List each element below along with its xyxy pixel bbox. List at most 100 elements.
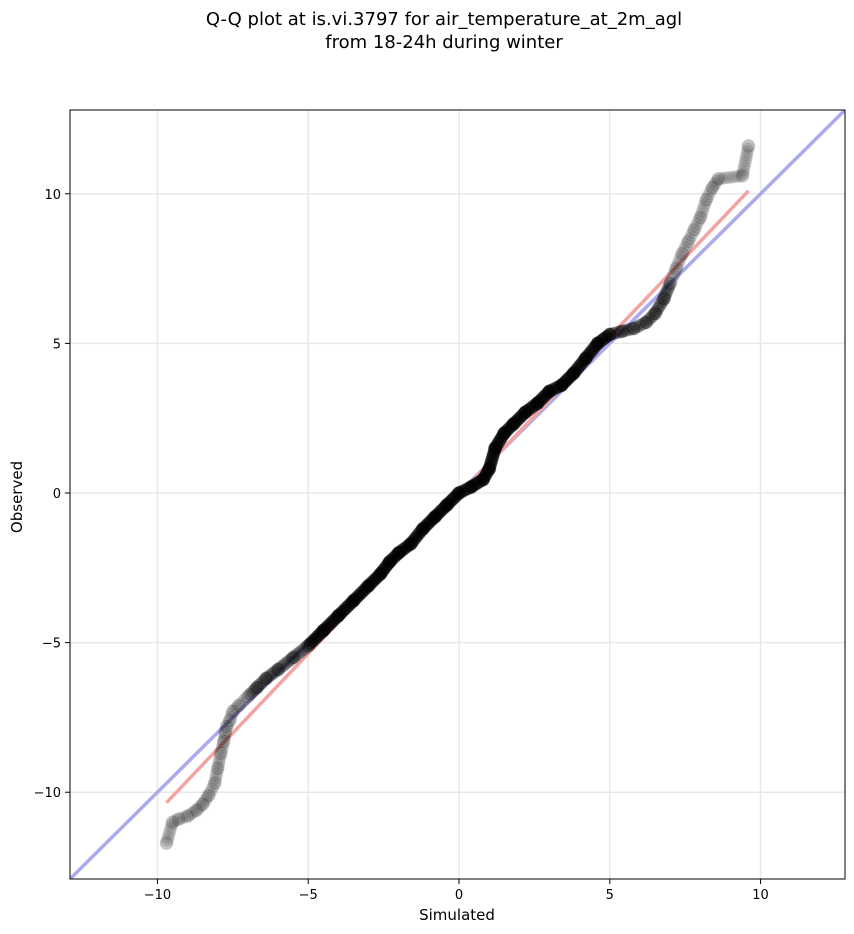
quantile-point [648,306,663,321]
quantile-point [680,238,694,252]
quantile-point [693,210,708,225]
quantile-point [279,657,293,671]
quantile-point [687,222,702,237]
x-tick-label: −5 [299,888,318,903]
x-axis-ticks: −10 −5 0 5 10 [144,879,769,903]
y-tick-label: −5 [42,637,61,652]
quantile-point [271,663,285,677]
quantile-point [219,719,234,734]
quantile-point [633,318,647,332]
quantile-point [218,725,232,739]
quantile-point [742,139,756,153]
quantile-point [740,148,754,162]
chart-subtitle: from 18-24h during winter [325,32,563,53]
quantile-point [741,142,755,156]
quantile-point [210,767,224,781]
quantile-point [165,815,180,830]
quantile-point [646,309,660,323]
quantile-point [250,680,264,694]
quantile-point [232,698,246,712]
quantile-point [245,685,259,699]
quantile-point [213,746,228,761]
quantile-point [276,659,290,673]
quantile-point [701,190,715,204]
quantile-point [208,773,222,787]
quantile-point [638,315,653,330]
x-tick-label: 5 [606,888,614,903]
quantile-point [624,322,638,336]
quantile-point [236,694,250,708]
quantile-point [669,261,684,276]
quantile-point [739,151,753,165]
quantile-point [161,830,175,844]
quantile-point [737,160,751,174]
quantile-point [207,776,222,791]
quantile-point [702,187,716,201]
quantile-point [736,166,750,180]
quantile-point [183,808,197,822]
quantile-point [677,244,691,258]
quantile-point [234,696,248,710]
quantile-point [735,168,750,183]
quantile-point [196,797,210,811]
quantile-point [711,172,725,186]
quantile-point [284,653,298,667]
quantile-point [164,821,178,835]
quantile-point [248,683,262,697]
quantile-point [216,737,230,751]
quantile-point [696,202,710,216]
quantile-point [705,180,720,195]
quantile-point [163,824,177,838]
quantile-point [213,749,227,763]
quantile-point [187,805,201,819]
quantile-point [217,734,231,748]
quantile-point [669,262,683,276]
quantile-point [281,655,295,669]
quantile-point [737,163,751,177]
quantile-point [199,793,213,807]
quantile-point [178,810,192,824]
quantile-point [686,226,700,240]
quantile-point [687,223,701,237]
quantile-point [205,782,219,796]
quantile-point [738,157,752,171]
quantile-point [626,321,641,336]
quantile-point [606,327,620,341]
quantile-point [697,199,711,213]
quantile-point [240,689,255,704]
quantile-point [202,788,216,802]
quantile-point [603,327,617,341]
quantile-point [723,170,737,184]
quantile-points [159,138,756,851]
quantile-point [663,277,677,291]
quantile-point [684,229,698,243]
quantile-point [681,234,696,249]
quantile-point [650,304,664,318]
quantile-point [627,321,641,335]
quantile-point [223,713,237,727]
quantile-point [726,170,740,184]
quantile-point [672,256,686,270]
quantile-point [192,801,206,815]
quantile-point [720,171,734,185]
quantile-point [675,246,690,261]
quantile-point [294,645,308,659]
quantile-point [169,814,183,828]
quantile-point [657,292,671,306]
quantile-point [226,704,240,718]
x-axis-label: Simulated [419,906,495,924]
quantile-point [220,719,234,733]
quantile-point [218,728,232,742]
quantile-point [252,678,266,692]
quantile-point [729,170,743,184]
quantile-point [195,797,210,812]
quantile-point [657,291,672,306]
quantile-point [636,317,650,331]
quantile-point [668,265,682,279]
quantile-point [210,764,224,778]
quantile-point [659,286,673,300]
quantile-point [160,833,174,847]
quantile-point [618,324,632,338]
quantile-point [695,205,709,219]
y-tick-label: 10 [44,188,61,203]
